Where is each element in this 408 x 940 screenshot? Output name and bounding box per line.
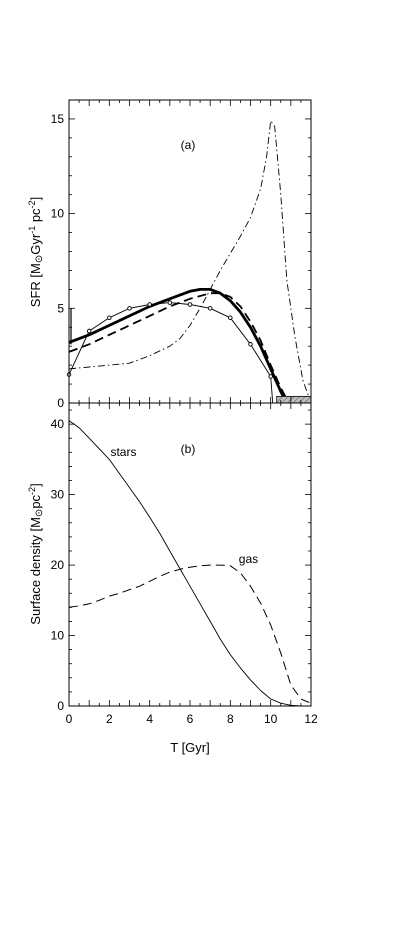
panel-b-series: [68, 420, 312, 707]
x-tick-label: 2: [106, 712, 113, 726]
panel-a-label: (a): [181, 138, 196, 152]
y-tick-label: 15: [51, 112, 65, 126]
panel-a: 0 5 10 15 (a) SFR [M⊙Gyr-1 pc-2]: [27, 99, 312, 410]
panel-b-label: (b): [181, 442, 196, 456]
x-tick-label: 0: [66, 712, 73, 726]
panel-b-ylabel: Surface density [M⊙pc-2]: [27, 483, 45, 624]
panel-a-ticks: [68, 99, 312, 404]
panel-a-marker-point: [248, 342, 253, 347]
y-tick-label: 30: [51, 488, 65, 502]
panel-a-series: [66, 120, 312, 404]
panel-a-ylabel: SFR [M⊙Gyr-1 pc-2]: [27, 197, 45, 307]
panel-a-series-thin-solid-markers-line: [68, 302, 274, 404]
panel-a-ytick-labels: 0 5 10 15: [51, 112, 65, 410]
panel-a-extras: [70, 308, 312, 404]
x-axis-label: T [Gyr]: [170, 740, 209, 755]
panel-b-xtick-labels: 0 2 4 6 8 10 12: [66, 712, 318, 726]
gas-curve-label: gas: [239, 552, 258, 566]
x-tick-label: 12: [304, 712, 318, 726]
panel-a-marker-point: [127, 306, 132, 311]
panel-b-series-gas-line: [68, 564, 312, 704]
panel-b-ticks: [68, 403, 312, 707]
y-tick-label: 0: [57, 396, 64, 410]
panel-b-series-stars-line: [68, 420, 311, 707]
y-tick-label: 40: [51, 417, 65, 431]
y-tick-label: 20: [51, 558, 65, 572]
hatched-bar: [276, 395, 312, 404]
panel-a-marker-point: [268, 374, 273, 379]
y-tick-label: 0: [57, 699, 64, 713]
y-tick-label: 5: [57, 301, 64, 315]
panel-a-marker-point: [228, 315, 233, 321]
panel-b: 0 10 20 30 40 0 2 4 6 8 10 12 (b) stars gas Surfac…: [27, 402, 318, 755]
stars-curve-label: stars: [110, 445, 136, 459]
panel-a-marker-point: [107, 315, 112, 321]
panel-a-marker-point: [187, 302, 193, 307]
panel-b-ytick-labels: 0 10 20 30 40: [51, 417, 65, 713]
panel-a-marker-point: [147, 302, 152, 307]
x-tick-label: 8: [227, 712, 234, 726]
x-tick-label: 10: [264, 712, 278, 726]
y-tick-label: 10: [51, 207, 65, 221]
panel-a-series-thick-dashed-line: [68, 292, 290, 404]
x-tick-label: 4: [146, 712, 153, 726]
panel-a-marker-point: [167, 300, 173, 305]
y-tick-label: 10: [51, 629, 65, 643]
panel-a-marker-point: [86, 328, 92, 334]
x-tick-label: 6: [187, 712, 194, 726]
panel-a-marker-point: [207, 306, 213, 311]
panel-a-series-thin-dash-dot-line: [68, 120, 312, 404]
panel-a-series-thick-solid-line: [68, 287, 289, 404]
